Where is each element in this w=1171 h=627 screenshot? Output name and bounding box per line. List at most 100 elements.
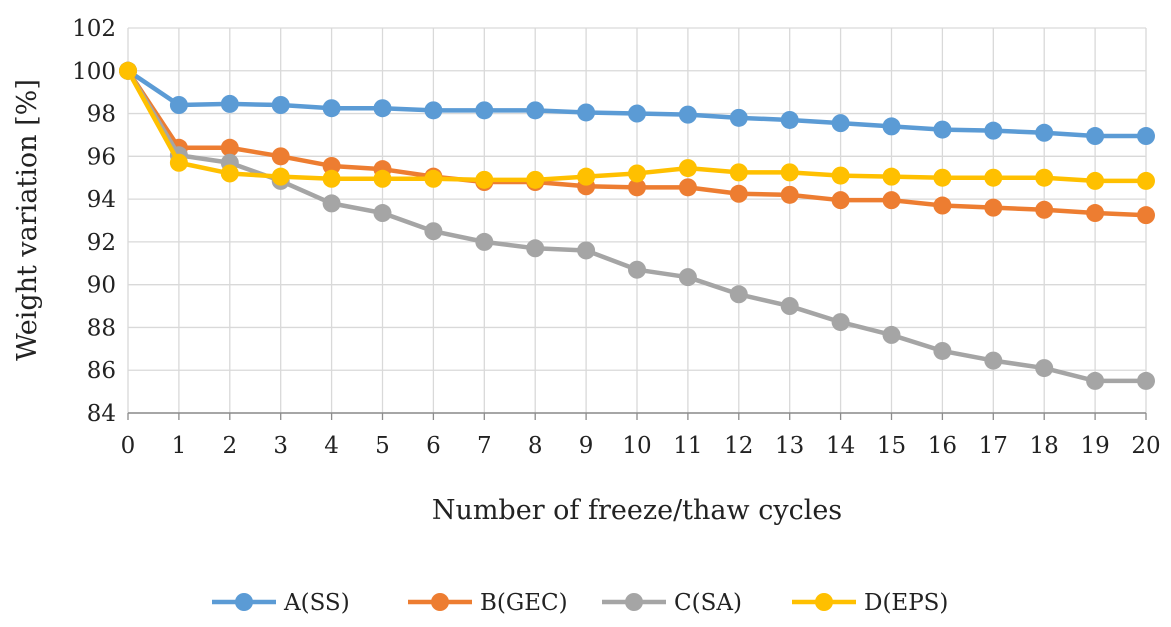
x-tick-label: 5 — [375, 433, 390, 459]
data-point — [1086, 171, 1105, 190]
data-point — [831, 191, 850, 210]
data-point — [628, 260, 646, 279]
data-point — [933, 196, 952, 215]
data-point — [1035, 200, 1054, 219]
legend-item: B(GEC) — [408, 590, 568, 616]
x-tick-label: 20 — [1131, 433, 1160, 459]
y-tick-label: 92 — [87, 230, 116, 256]
legend-item: C(SA) — [602, 590, 742, 616]
x-tick-label: 2 — [222, 433, 237, 459]
data-point — [882, 167, 901, 186]
series-D(EPS) — [119, 61, 1155, 190]
data-point — [780, 110, 799, 129]
data-point — [933, 120, 952, 139]
data-point — [322, 194, 341, 213]
data-point — [984, 121, 1003, 140]
x-tick-label: 19 — [1080, 433, 1109, 459]
data-point — [984, 168, 1003, 187]
data-point — [577, 241, 596, 260]
data-point — [373, 204, 392, 223]
data-point — [628, 164, 646, 183]
x-tick-label: 1 — [172, 433, 187, 459]
data-point — [984, 198, 1003, 217]
x-tick-label: 13 — [775, 433, 804, 459]
legend-swatch-marker — [235, 593, 253, 611]
data-point — [1086, 204, 1105, 223]
data-point — [271, 147, 290, 166]
series-A(SS) — [119, 61, 1155, 146]
data-point — [271, 167, 290, 186]
data-point — [322, 99, 341, 118]
data-point — [1137, 206, 1155, 225]
y-axis-title: Weight variation [%] — [12, 79, 43, 361]
data-point — [933, 168, 952, 187]
data-point — [984, 351, 1003, 370]
x-tick-label: 0 — [121, 433, 136, 459]
y-tick-label: 102 — [72, 16, 116, 42]
data-point — [780, 163, 799, 182]
legend-swatch-marker — [431, 593, 449, 611]
data-point — [729, 184, 748, 203]
legend-swatch-marker — [815, 593, 833, 611]
data-point — [729, 108, 748, 127]
data-point — [475, 170, 494, 189]
x-tick-label: 9 — [579, 433, 594, 459]
legend-item: A(SS) — [212, 590, 350, 616]
data-point — [628, 104, 646, 123]
x-tick-label: 10 — [622, 433, 651, 459]
data-point — [373, 169, 392, 188]
x-tick-label: 4 — [324, 433, 339, 459]
data-point — [119, 61, 137, 80]
x-tick-labels: 0 1 2 3 4 5 6 7 8 9 10 11 12 13 14 15 16 17 18 19 20 — [121, 433, 1161, 459]
x-tick-label: 11 — [673, 433, 702, 459]
data-point — [882, 325, 901, 344]
y-tick-label: 100 — [72, 59, 116, 85]
legend: A(SS) B(GEC) C(SA) D(EPS) — [212, 590, 948, 616]
data-point — [831, 114, 850, 133]
data-point — [424, 222, 443, 241]
x-tick-label: 7 — [477, 433, 492, 459]
data-point — [831, 313, 850, 332]
data-point — [678, 268, 697, 287]
x-tick-label: 14 — [826, 433, 855, 459]
data-point — [271, 96, 290, 114]
data-point — [169, 96, 188, 114]
data-point — [169, 153, 188, 172]
legend-label: B(GEC) — [480, 590, 568, 616]
data-point — [882, 117, 901, 136]
legend-label: C(SA) — [674, 590, 742, 616]
data-point — [729, 163, 748, 182]
x-tick-label: 15 — [877, 433, 906, 459]
data-point — [1035, 168, 1054, 187]
data-point — [424, 169, 443, 188]
x-tick-label: 16 — [928, 433, 957, 459]
data-point — [678, 178, 697, 197]
data-point — [1086, 371, 1105, 390]
y-tick-label: 96 — [87, 144, 116, 170]
x-tick-label: 18 — [1030, 433, 1059, 459]
legend-label: D(EPS) — [864, 590, 948, 616]
data-point — [526, 170, 545, 189]
legend-item: D(EPS) — [792, 590, 948, 616]
data-point — [373, 99, 392, 118]
data-point — [220, 138, 239, 157]
data-point — [424, 101, 443, 120]
x-tick-label: 8 — [528, 433, 543, 459]
data-point — [322, 156, 341, 175]
legend-swatch-marker — [625, 593, 643, 611]
y-tick-label: 88 — [87, 315, 116, 341]
data-point — [678, 105, 697, 124]
data-point — [1137, 371, 1155, 390]
y-tick-labels: 84 86 88 90 92 94 96 98 100 102 — [72, 16, 116, 427]
axes — [127, 412, 1147, 420]
y-tick-label: 94 — [87, 187, 116, 213]
data-point — [220, 94, 239, 113]
series-C(SA) — [119, 61, 1155, 390]
data-point — [577, 103, 596, 122]
y-tick-label: 86 — [87, 358, 116, 384]
data-point — [526, 239, 545, 258]
data-point — [933, 341, 952, 360]
data-point — [1035, 359, 1054, 378]
data-point — [831, 166, 850, 185]
